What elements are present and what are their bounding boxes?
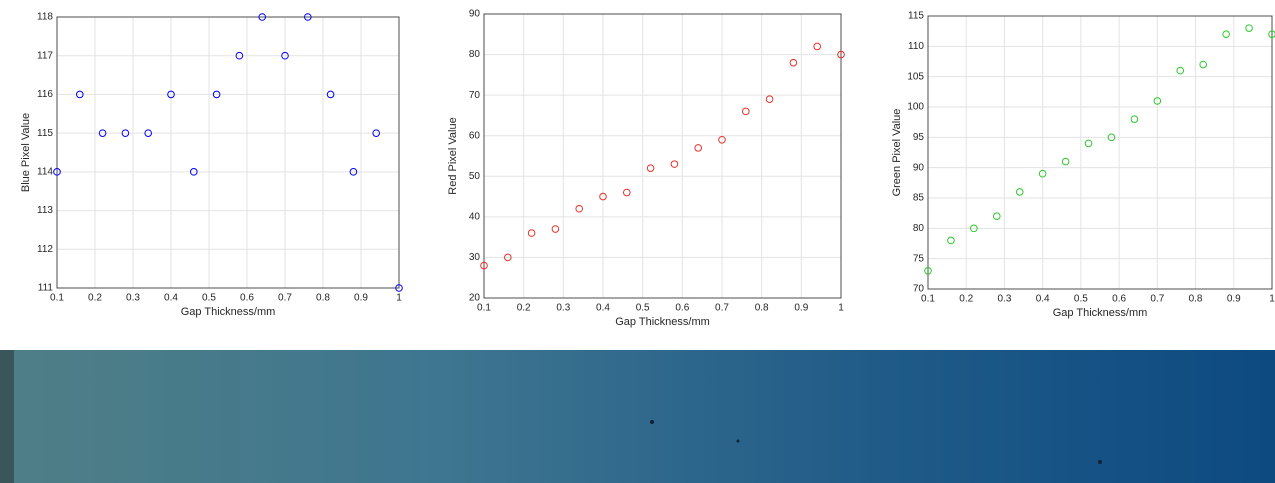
x-tick-label: 0.9 [1227,294,1241,305]
y-tick-label: 117 [37,50,53,61]
x-tick-label: 0.1 [477,303,491,314]
y-tick-label: 85 [913,193,925,204]
y-tick-label: 110 [908,41,924,52]
x-tick-label: 0.4 [164,293,178,304]
photo-strip [0,350,1275,483]
x-tick-label: 0.8 [316,293,330,304]
x-tick-label: 0.9 [354,293,368,304]
photo-edge [0,350,14,483]
y-tick-label: 115 [37,128,53,139]
photo-speck [1098,460,1102,464]
plot-area [928,16,1272,289]
y-tick-label: 100 [907,102,924,113]
y-tick-label: 60 [469,130,481,141]
x-tick-label: 0.7 [1150,294,1164,305]
x-tick-label: 0.2 [88,293,102,304]
y-tick-label: 90 [469,9,481,20]
x-tick-label: 1 [1269,294,1275,305]
y-axis-label: Green Pixel Value [891,109,903,197]
x-tick-label: 0.5 [1074,294,1088,305]
y-tick-label: 113 [37,205,53,216]
plot-area [57,17,399,288]
x-tick-label: 0.3 [126,293,140,304]
x-tick-label: 0.6 [240,293,254,304]
x-tick-label: 0.5 [202,293,216,304]
plot-area [484,14,841,298]
x-tick-label: 0.5 [636,303,650,314]
y-tick-label: 80 [913,223,925,234]
y-tick-label: 118 [37,12,53,23]
x-tick-label: 0.6 [675,303,689,314]
x-tick-label: 0.7 [715,303,729,314]
y-tick-label: 112 [37,244,53,255]
x-tick-label: 0.9 [794,303,808,314]
y-tick-label: 30 [469,252,481,263]
x-tick-label: 0.6 [1112,294,1126,305]
figure: 1 1 1 112 113 114 115 116 117 118 0.1 0.2 0.3 0.4 0.5 0… [0,0,1275,483]
photo-speck [650,420,654,424]
x-axis-label: Gap Thickness/mm [615,316,710,328]
y-tick-label: 116 [37,89,53,100]
photo-speck [737,440,740,443]
x-tick-label: 1 [838,303,844,314]
y-tick-label: 40 [469,211,481,222]
y-tick-label: 75 [913,253,925,264]
x-tick-label: 0.2 [959,294,973,305]
y-axis-label: Blue Pixel Value [20,113,32,192]
x-tick-label: 0.4 [1036,294,1050,305]
x-axis-label: Gap Thickness/mm [1053,307,1148,319]
x-tick-label: 0.8 [1189,294,1203,305]
x-tick-label: 0.3 [997,294,1011,305]
y-tick-label: 80 [469,49,481,60]
x-tick-label: 0.4 [596,303,610,314]
y-tick-label: 115 [908,11,924,22]
y-tick-label: 90 [913,162,925,173]
y-tick-label: 105 [907,71,924,82]
y-tick-label: 50 [469,171,481,182]
x-tick-label: 0.3 [556,303,570,314]
y-tick-label: 114 [37,166,53,177]
x-tick-label: 0.2 [517,303,531,314]
x-tick-label: 0.8 [755,303,769,314]
x-axis-label: Gap Thickness/mm [181,306,276,318]
y-tick-label: 70 [469,90,481,101]
y-tick-label: 95 [913,132,925,143]
x-tick-label: 0.1 [921,294,935,305]
x-tick-label: 0.1 [50,293,64,304]
y-axis-label: Red Pixel Value [447,117,459,194]
x-tick-label: 0.7 [278,293,292,304]
x-tick-label: 1 [396,293,402,304]
